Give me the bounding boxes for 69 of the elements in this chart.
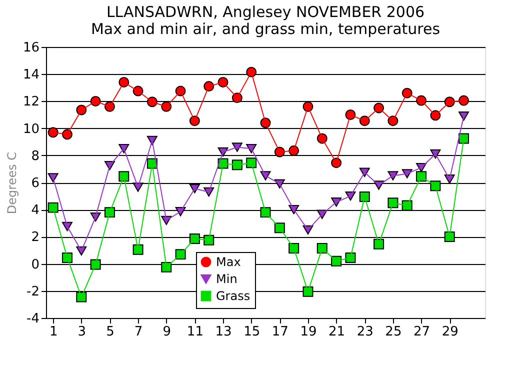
point (274, 179, 285, 188)
point (62, 252, 72, 263)
y-tick-label: 0 (31, 257, 40, 272)
point (316, 242, 328, 254)
y-tick-label: 4 (31, 203, 40, 218)
point (331, 198, 342, 207)
point (458, 95, 469, 106)
text: LLANSADWRN, Anglesey NOVEMBER 2006 (106, 3, 425, 21)
x-tick-label: 5 (106, 324, 114, 340)
y-tick-label: 6 (31, 176, 40, 191)
y-tick-label: -4 (26, 312, 40, 326)
x-tick-label: 29 (442, 324, 458, 340)
point (402, 169, 412, 178)
x-tick-label: 27 (414, 324, 430, 340)
x-tick-label: 9 (162, 324, 172, 340)
x-tick-label: 1 (49, 324, 58, 340)
x-tick-label: 19 (300, 324, 317, 340)
y-tick-label: 14 (22, 68, 40, 83)
point (232, 160, 242, 170)
y-tick-label: 12 (22, 94, 40, 110)
x-tick-label: 25 (385, 324, 402, 340)
x-tick-label: 23 (356, 324, 374, 340)
y-tick-label: 16 (22, 40, 40, 56)
point (430, 180, 441, 192)
point (189, 233, 200, 244)
point (48, 173, 58, 182)
y-tick-label: 2 (31, 230, 40, 246)
point (288, 242, 300, 254)
text: Max and min air, and grass min, temperatures (90, 20, 440, 38)
point (444, 231, 455, 242)
point (458, 133, 469, 144)
point (416, 171, 427, 182)
point (458, 111, 469, 121)
point (118, 171, 130, 182)
point (118, 144, 130, 154)
legend-label: Grass (216, 289, 250, 303)
x-tick-label: 17 (272, 324, 288, 340)
point (388, 198, 398, 208)
point (430, 149, 441, 159)
x-tick-label: 11 (186, 324, 204, 340)
x-tick-label: 7 (134, 324, 143, 340)
point (48, 202, 58, 213)
point (359, 168, 370, 177)
point (232, 142, 242, 152)
point (246, 144, 257, 154)
x-tick-label: 3 (78, 324, 86, 340)
y-axis-title: Degrees C (4, 152, 19, 214)
point (189, 184, 200, 194)
x-tick-label: 13 (215, 324, 232, 340)
point (302, 286, 314, 297)
y-tick-label: 10 (22, 122, 40, 137)
point (246, 158, 257, 168)
x-tick-label: 15 (244, 324, 260, 340)
legend-label: Max (216, 255, 241, 269)
x-tick-label: 21 (328, 324, 346, 340)
point (359, 191, 370, 202)
point (402, 200, 412, 211)
point (204, 234, 214, 246)
legend-label: Min (216, 272, 238, 286)
y-tick-label: 8 (31, 148, 40, 164)
point (388, 171, 398, 180)
point (132, 244, 144, 255)
point (374, 238, 384, 250)
point (345, 252, 356, 263)
point (161, 262, 172, 272)
point (90, 259, 101, 270)
point (104, 207, 115, 218)
point (48, 127, 58, 138)
y-tick-label: -2 (26, 284, 40, 300)
